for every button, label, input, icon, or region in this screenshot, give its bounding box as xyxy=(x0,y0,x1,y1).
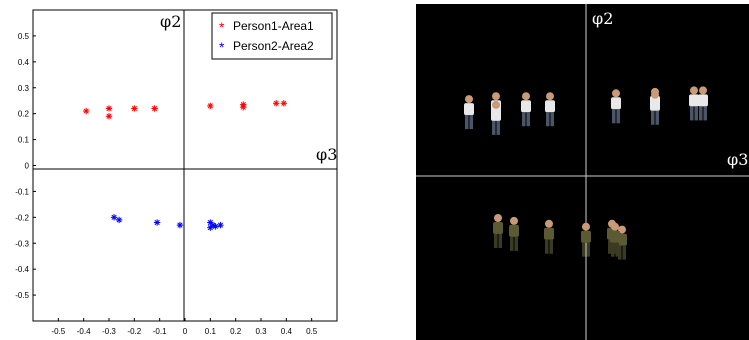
person1-point xyxy=(273,100,280,107)
scatter-plot: -0.5 -0.4 -0.3 -0.2 -0.1 0 0.1 0.2 0.3 0.4 0.5 0.5 0… xyxy=(15,9,338,336)
x-tick-label: -0.2 xyxy=(127,327,141,336)
x-tick-label: -0.5 xyxy=(51,327,65,336)
y-tick-label: -0.3 xyxy=(15,239,29,248)
person1-point xyxy=(207,102,214,110)
person1-point xyxy=(280,100,287,107)
walking-figures xyxy=(464,86,708,260)
y-tick-label: -0.2 xyxy=(15,213,29,222)
walking-person-white-shirt xyxy=(491,100,501,135)
y-tick-label: -0.1 xyxy=(15,187,29,196)
x-tick-label: 0.1 xyxy=(205,327,217,336)
person2-point xyxy=(176,221,184,229)
legend-marker-person1: * xyxy=(219,19,225,35)
x-tick-label: -0.4 xyxy=(77,327,91,336)
walking-person-white-shirt xyxy=(611,89,621,124)
y-tick-label: -0.5 xyxy=(15,291,29,300)
walking-person-dark-uniform xyxy=(493,214,503,248)
person2-point xyxy=(153,219,161,226)
person2-point xyxy=(110,214,118,221)
x-tick-label: 0 xyxy=(183,327,188,336)
legend-label-person1: Person1-Area1 xyxy=(233,19,314,33)
legend-label-person2: Person2-Area2 xyxy=(233,39,314,53)
person1-point xyxy=(240,103,247,111)
y-tick-label: 0.1 xyxy=(18,136,30,145)
walking-person-dark-uniform xyxy=(544,219,554,254)
axis-label-phi3: φ3 xyxy=(316,145,337,164)
axis-label-phi2: φ2 xyxy=(160,12,181,31)
image-axis-label-phi2: φ2 xyxy=(592,9,613,28)
person1-point xyxy=(105,113,113,120)
image-axis-label-phi3: φ3 xyxy=(727,150,748,169)
walking-person-dark-uniform xyxy=(509,216,519,251)
legend-box xyxy=(211,12,333,60)
person2-point xyxy=(212,223,219,230)
y-tick-label: 0.2 xyxy=(18,110,30,119)
x-tick-label: 0.3 xyxy=(255,327,267,336)
y-tick-label: 0.3 xyxy=(18,84,30,93)
walking-person-white-shirt xyxy=(698,86,708,121)
person2-point xyxy=(217,221,224,229)
image-background xyxy=(416,4,749,340)
person1-point xyxy=(83,107,90,115)
person1-point xyxy=(131,105,138,112)
y-tick-label: 0 xyxy=(25,162,30,171)
x-tick-label: 0.4 xyxy=(281,327,293,336)
y-tick-label: 0.4 xyxy=(18,58,30,67)
walking-person-white-shirt xyxy=(464,95,474,130)
person1-point xyxy=(105,105,113,112)
walking-person-dark-uniform xyxy=(581,222,591,257)
x-tick-label: -0.3 xyxy=(102,327,116,336)
x-tick-label: 0.2 xyxy=(230,327,242,336)
projection-image: φ2 φ3 xyxy=(416,4,749,340)
y-tick-label: 0.5 xyxy=(18,32,30,41)
legend-marker-person2: * xyxy=(219,39,225,55)
walking-person-white-shirt xyxy=(689,86,699,121)
data-points xyxy=(83,100,287,231)
walking-person-white-shirt xyxy=(650,90,660,125)
x-tick-label: -0.1 xyxy=(153,327,167,336)
plot-frame xyxy=(32,9,338,322)
tick-marks: -0.5 -0.4 -0.3 -0.2 -0.1 0 0.1 0.2 0.3 0.4 0.5 0.5 0… xyxy=(15,32,318,336)
person1-point xyxy=(151,105,158,112)
y-tick-label: -0.4 xyxy=(15,265,29,274)
walking-person-white-shirt xyxy=(545,92,555,127)
walking-person-white-shirt xyxy=(521,92,531,127)
walking-person-dark-uniform xyxy=(610,222,620,257)
legend: * Person1-Area1 * Person2-Area2 xyxy=(211,12,333,60)
x-tick-label: 0.5 xyxy=(306,327,318,336)
person2-point xyxy=(115,216,123,224)
